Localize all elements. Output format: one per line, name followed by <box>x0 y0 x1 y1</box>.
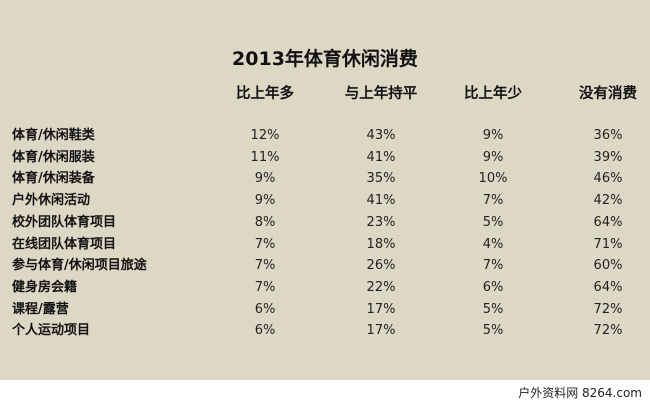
table-cell: 17% <box>366 301 396 317</box>
table-cell: 5% <box>482 323 504 339</box>
table-row: 参与体育/休闲项目旅途 7% 26% 7% 60% <box>0 255 650 277</box>
table-row: 体育/休闲服装 11% 41% 9% 39% <box>0 147 650 169</box>
table-cell: 7% <box>254 236 276 252</box>
column-header-less: 比上年少 <box>464 86 522 102</box>
table-cell: 12% <box>250 128 280 143</box>
table-cell: 23% <box>366 214 396 230</box>
table-cell: 60% <box>593 258 623 274</box>
table-cell: 39% <box>593 149 623 165</box>
table-cell: 41% <box>366 149 396 165</box>
table-row: 课程/露营 6% 17% 5% 72% <box>0 299 650 321</box>
table-row: 校外团队体育项目 8% 23% 5% 64% <box>0 212 650 234</box>
table-cell: 6% <box>254 301 276 317</box>
table-cell: 9% <box>254 193 276 209</box>
table-cell: 5% <box>482 301 504 317</box>
table-cell: 26% <box>366 258 396 274</box>
row-label: 校外团队体育项目 <box>12 214 117 230</box>
row-label: 体育/休闲鞋类 <box>12 128 95 143</box>
row-label: 体育/休闲装备 <box>12 171 95 187</box>
row-label: 在线团队体育项目 <box>12 236 117 252</box>
table-cell: 72% <box>593 301 623 317</box>
row-label: 户外休闲活动 <box>12 193 91 209</box>
table-cell: 7% <box>482 193 504 209</box>
table-row: 体育/休闲装备 9% 35% 10% 46% <box>0 168 650 190</box>
table-cell: 9% <box>482 149 504 165</box>
table-cell: 64% <box>593 279 623 295</box>
table-cell: 17% <box>366 323 396 339</box>
table-cell: 5% <box>482 214 504 230</box>
table-cell: 35% <box>366 171 396 187</box>
table-cell: 18% <box>366 236 396 252</box>
table-cell: 7% <box>482 258 504 274</box>
table-cell: 8% <box>254 214 276 230</box>
row-label: 健身房会籍 <box>12 279 78 295</box>
table-cell: 6% <box>482 279 504 295</box>
row-label: 体育/休闲服装 <box>12 149 95 165</box>
table-cell: 64% <box>593 214 623 230</box>
chart-title: 2013年体育休闲消费 <box>232 48 418 70</box>
table-cell: 46% <box>593 171 623 187</box>
column-header-none: 没有消费 <box>579 86 637 102</box>
column-header-more: 比上年多 <box>236 86 294 102</box>
table-cell: 10% <box>478 171 508 187</box>
table-cell: 9% <box>254 171 276 187</box>
table-cell: 43% <box>366 128 396 143</box>
column-header-same: 与上年持平 <box>344 86 418 102</box>
table-row: 体育/休闲鞋类 12% 43% 9% 36% <box>0 125 650 147</box>
row-label: 课程/露营 <box>12 301 69 317</box>
table-cell: 7% <box>254 258 276 274</box>
table-row: 健身房会籍 7% 22% 6% 64% <box>0 277 650 299</box>
table-cell: 22% <box>366 279 396 295</box>
table-cell: 7% <box>254 279 276 295</box>
table-cell: 72% <box>593 323 623 339</box>
row-label: 个人运动项目 <box>12 323 91 339</box>
table-row: 个人运动项目 6% 17% 5% 72% <box>0 320 650 342</box>
table-cell: 11% <box>250 149 280 165</box>
footer-bar: 户外资料网 8264.com <box>0 380 650 405</box>
table-cell: 41% <box>366 193 396 209</box>
table-cell: 36% <box>593 128 623 143</box>
table-cell: 9% <box>482 128 504 143</box>
table-cell: 71% <box>593 236 623 252</box>
table-cell: 42% <box>593 193 623 209</box>
table-row: 户外休闲活动 9% 41% 7% 42% <box>0 190 650 212</box>
table-cell: 6% <box>254 323 276 339</box>
table-cell: 4% <box>482 236 504 252</box>
row-label: 参与体育/休闲项目旅途 <box>12 258 147 274</box>
brand-watermark: 户外资料网 8264.com <box>518 386 642 400</box>
table-row: 在线团队体育项目 7% 18% 4% 71% <box>0 234 650 256</box>
